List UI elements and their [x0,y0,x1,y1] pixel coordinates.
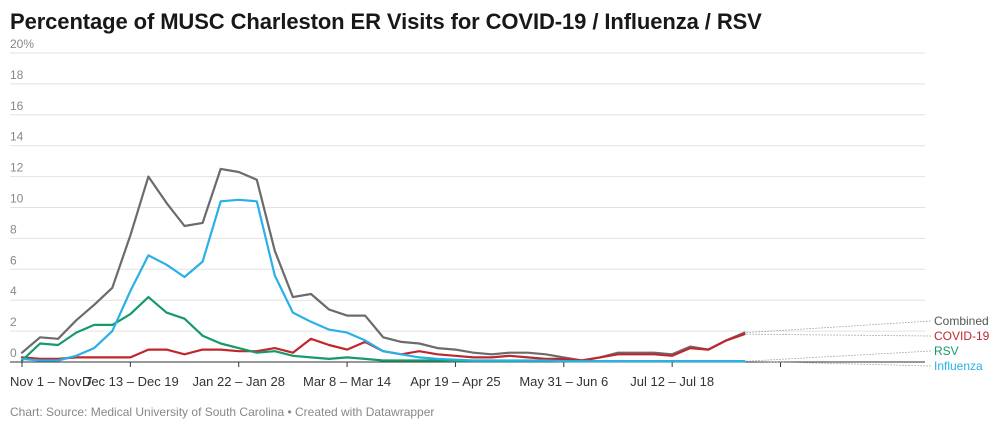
y-tick-label: 4 [10,284,17,298]
series-label-combined: Combined [934,314,989,328]
x-tick-label: Mar 8 – Mar 14 [303,374,391,389]
y-tick-label: 12 [10,161,24,175]
y-tick-label: 14 [10,130,24,144]
y-tick-label: 10 [10,192,24,206]
series-label-rsv: RSV [934,344,959,358]
y-tick-label: 18 [10,68,24,82]
series-line-influenza [20,198,746,363]
x-tick-label: Nov 1 – Nov 7 [10,374,92,389]
x-tick-label: Jan 22 – Jan 28 [192,374,285,389]
series-lines [20,167,746,363]
x-tick-label: Jul 12 – Jul 18 [630,374,714,389]
chart-title: Percentage of MUSC Charleston ER Visits … [10,9,762,34]
y-axis-ticks: 0 2 4 6 8 10 12 14 16 18 20% [10,37,34,360]
gridlines [10,52,925,363]
y-tick-label: 0 [10,346,17,360]
y-tick-label: 2 [10,315,17,329]
series-line-combined [20,167,746,362]
x-tick-label: Dec 13 – Dec 19 [82,374,179,389]
y-tick-label: 20% [10,37,34,51]
y-tick-label: 6 [10,253,17,267]
label-connector [746,320,932,334]
y-tick-label: 8 [10,222,17,236]
label-connector [746,350,932,362]
series-label-influenza: Influenza [934,359,983,373]
series-label-covid-19: COVID-19 [934,329,990,343]
x-tick-label: May 31 – Jun 6 [519,374,608,389]
label-connector [746,333,932,337]
source-note: Chart: Source: Medical University of Sou… [10,405,435,419]
label-connector [746,360,932,367]
y-tick-label: 16 [10,99,24,113]
x-tick-label: Apr 19 – Apr 25 [410,374,500,389]
